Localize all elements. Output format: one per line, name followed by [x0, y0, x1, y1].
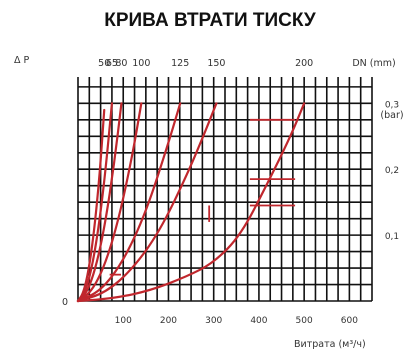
dn-label-150: 150: [207, 58, 225, 69]
curve-dn-100: [76, 102, 143, 303]
dn-label-80: 80: [115, 58, 127, 69]
y-unit-label: (bar): [380, 110, 403, 121]
grid: [77, 77, 373, 302]
y-axis-label: Δ P: [14, 55, 30, 66]
x-tick-label: 200: [160, 316, 177, 326]
dn-label-125: 125: [171, 58, 189, 69]
y-tick-label: 0,2: [385, 166, 399, 176]
x-tick-label: 300: [205, 316, 222, 326]
curve-dn-200: [76, 102, 306, 303]
curve-dn-150: [76, 102, 218, 303]
y-tick-label: 0,1: [385, 232, 399, 242]
dn-label-65: 65: [106, 58, 118, 69]
curve-dn-125: [76, 102, 182, 303]
y-tick-label: 0,3: [385, 100, 399, 110]
x-tick-label: 400: [250, 316, 267, 326]
dn-label-200: 200: [295, 58, 313, 69]
x-tick-label: 100: [115, 316, 132, 326]
curves: [76, 102, 306, 303]
x-tick-label: 500: [296, 316, 313, 326]
x-tick-label: 600: [341, 316, 358, 326]
dn-label-100: 100: [132, 58, 150, 69]
dn-label-50: 50: [98, 58, 110, 69]
origin-label: 0: [62, 297, 68, 308]
top-axis-label: DN (mm): [352, 58, 395, 69]
markers: [109, 118, 296, 276]
x-axis-label: Витрата (м³/ч): [294, 339, 366, 350]
chart-title: КРИВА ВТРАТИ ТИСКУ: [104, 10, 316, 31]
